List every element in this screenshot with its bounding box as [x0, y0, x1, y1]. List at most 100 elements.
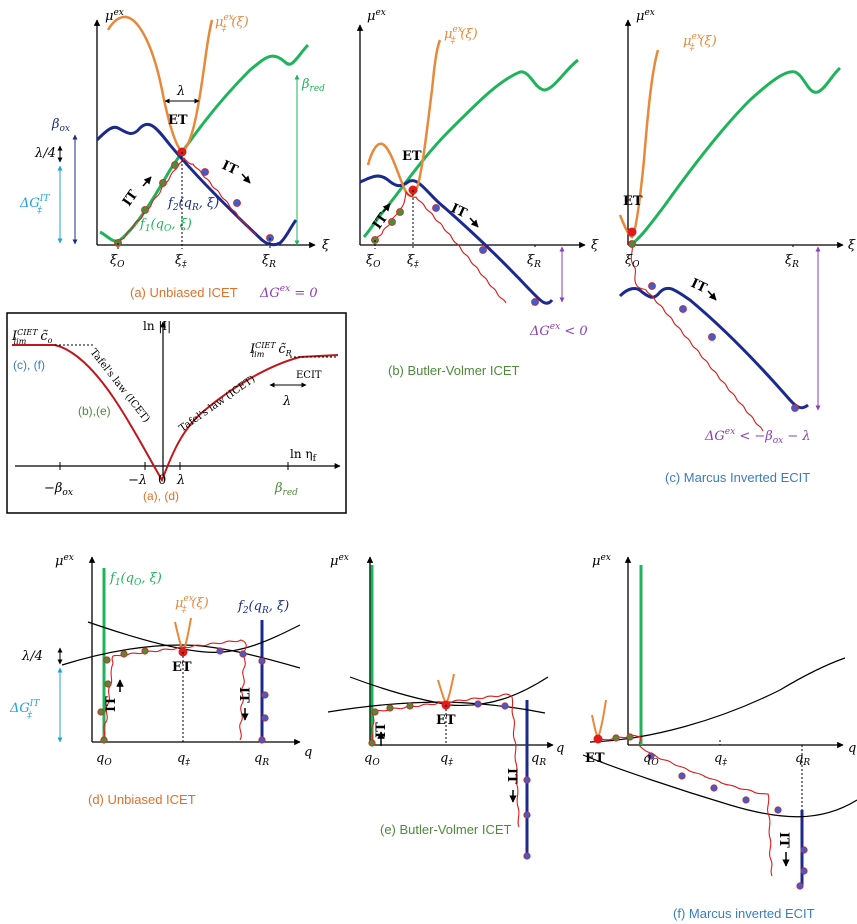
- panel-d-dots: [97, 647, 269, 744]
- panel-e-dots: [368, 700, 531, 860]
- panel-d-parabola-2: [61, 644, 301, 669]
- panel-a-orange-curve: [106, 15, 214, 154]
- panel-b-xiO-label: ξO: [366, 253, 381, 270]
- panel-a-beta-red-label: βred: [301, 77, 325, 94]
- panel-c-it-arrow: [707, 290, 717, 301]
- panel-f-qts-label: q‡: [714, 751, 727, 768]
- panel-f-orange-curve: [591, 699, 607, 741]
- panel-a-f1-label: f1(qO, ξ): [139, 217, 192, 234]
- panel-a-y-label: μex: [105, 8, 124, 24]
- panel-b-it-right-arrow: [469, 217, 479, 228]
- inset-tafel-right: Tafel's law (ICET): [177, 374, 257, 435]
- panel-b-dots: [371, 204, 539, 306]
- inset-be-label: (b),(e): [78, 404, 111, 418]
- panel-d-mu-ts-label: μex ‡ (ξ): [175, 594, 209, 615]
- inset-neg-beta: −βox: [44, 481, 73, 498]
- panel-a-lambda4-label: λ/4: [34, 146, 56, 161]
- panel-c-orange-curve: [618, 49, 660, 239]
- panel-b-it-left-arrow: [382, 203, 391, 213]
- panel-d-f1-label: f1(qO, ξ): [109, 571, 162, 588]
- panel-d-caption: (d) Unbiased ICET: [88, 792, 196, 807]
- panel-d-parabola-1: [87, 621, 301, 653]
- panel-e-y-label: μex: [330, 553, 349, 569]
- panel-a-dots: [114, 161, 274, 247]
- panel-a-mu-ts-label: μex ‡ (ξ): [215, 13, 249, 34]
- panel-d-it-right-label: IT: [236, 687, 251, 703]
- panel-f: μex q ET IT qO q‡ qR (f) Marcus inverted: [582, 553, 857, 921]
- panel-e-it-right-label: IT: [504, 768, 519, 784]
- panel-d-f2-label: f2(qR, ξ): [237, 599, 289, 616]
- panel-b-green-curve: [362, 58, 579, 238]
- panel-e-parabola-1: [349, 676, 549, 707]
- panel-d: μex q ET IT IT f1(qO, ξ) f2(qR,: [9, 553, 312, 807]
- inset-ilim-right: ICIET lim c̃R: [249, 341, 292, 359]
- panel-b-orange-curve: [366, 39, 442, 197]
- panel-f-parabola-1: [589, 657, 846, 743]
- inset-y-label: ln |I|: [143, 319, 171, 333]
- panel-d-dg-it-label: ΔGIT ‡: [9, 699, 40, 721]
- panel-a-f2-label: f2(qR, ξ): [167, 196, 219, 213]
- panel-a-lambda-label: λ: [176, 84, 185, 99]
- panel-b-mu-ts-label: μex ‡ (ξ): [444, 25, 478, 46]
- panel-b-y-label: μex: [367, 8, 386, 24]
- panel-d-orange-curve: [174, 617, 192, 653]
- inset-ecit-label: ECIT: [296, 370, 322, 381]
- panel-d-it-left-label: IT: [104, 696, 119, 712]
- inset-ilim-left: ICIET lim c̃o: [11, 328, 53, 346]
- panel-a-xits-label: ξ‡: [175, 253, 187, 270]
- panel-d-et-label: ET: [172, 660, 192, 675]
- panel-f-it-label: IT: [776, 832, 791, 848]
- panel-d-qts-label: q‡: [177, 751, 190, 768]
- panel-e-caption: (e) Butler-Volmer ICET: [380, 822, 512, 837]
- panel-b-xits-label: ξ‡: [407, 253, 419, 270]
- inset-frame: [6, 312, 347, 514]
- panel-f-caption: (f) Marcus inverted ECIT: [673, 906, 815, 921]
- panel-c-mu-ts-label: μex ‡ (ξ): [683, 32, 717, 53]
- panel-e-et-label: ET: [436, 713, 456, 728]
- panel-c-xiO-label: ξO: [625, 253, 640, 270]
- panel-b-red-trajectory: [374, 190, 507, 304]
- panel-e-x-label: q: [556, 741, 564, 756]
- inset-beta-red: βred: [274, 481, 298, 498]
- panel-d-x-label: q: [304, 745, 312, 760]
- panel-f-et-label: ET: [585, 751, 605, 766]
- panel-e-qts-label: q‡: [440, 751, 453, 768]
- panel-c-navy-curve: [618, 286, 809, 410]
- panel-f-qR-label: qR: [795, 751, 810, 768]
- panel-f-et-point: [593, 734, 603, 744]
- panel-a-dgex-label: ΔGex = 0: [259, 284, 318, 301]
- panel-b-navy-curve: [359, 174, 554, 305]
- panel-d-qR-label: qR: [254, 751, 269, 768]
- panel-c-green-curve: [631, 66, 842, 246]
- panel-b: μex ξ ET IT IT μex ‡ (ξ) ξO ξ‡ ξR ΔGex < 0…: [356, 8, 599, 378]
- panel-c-caption: (c) Marcus Inverted ECIT: [665, 470, 810, 485]
- panel-a-it-right-arrow: [241, 173, 251, 184]
- panel-c-xiR-label: ξR: [785, 253, 799, 270]
- panel-c-x-label: ξ: [848, 238, 856, 253]
- panel-b-x-label: ξ: [591, 238, 599, 253]
- panel-a-it-right-label: IT: [219, 158, 240, 178]
- panel-a-beta-ox-label: βox: [51, 117, 70, 134]
- inset-lambda-label: λ: [282, 394, 291, 409]
- panel-f-y-label: μex: [592, 553, 611, 569]
- panel-b-it-right-label: IT: [448, 201, 469, 221]
- panel-c-red-trajectory: [630, 243, 764, 432]
- panel-d-qO-label: qO: [96, 751, 112, 768]
- panel-c-y-label: μex: [636, 8, 655, 24]
- panel-e-qR-label: qR: [531, 751, 546, 768]
- inset-neg-lambda: −λ: [128, 473, 147, 488]
- panel-a-navy-curve: [95, 122, 298, 247]
- panel-e-qO-label: qO: [364, 751, 380, 768]
- panel-b-caption: (b) Butler-Volmer ICET: [388, 363, 520, 378]
- panel-f-qO-label: qO: [643, 751, 659, 768]
- panel-a-it-left-label: IT: [120, 188, 142, 210]
- panel-a-it-left-arrow: [142, 176, 152, 187]
- panel-a-xiO-label: ξO: [110, 253, 125, 270]
- panel-f-dots: [612, 733, 808, 890]
- panel-e-orange-curve: [437, 673, 455, 707]
- inset-ad-label: (a), (d): [143, 489, 179, 503]
- panel-c-it-label: IT: [688, 276, 709, 296]
- inset-zero: 0: [158, 473, 166, 488]
- inset-red-curve: [12, 344, 339, 483]
